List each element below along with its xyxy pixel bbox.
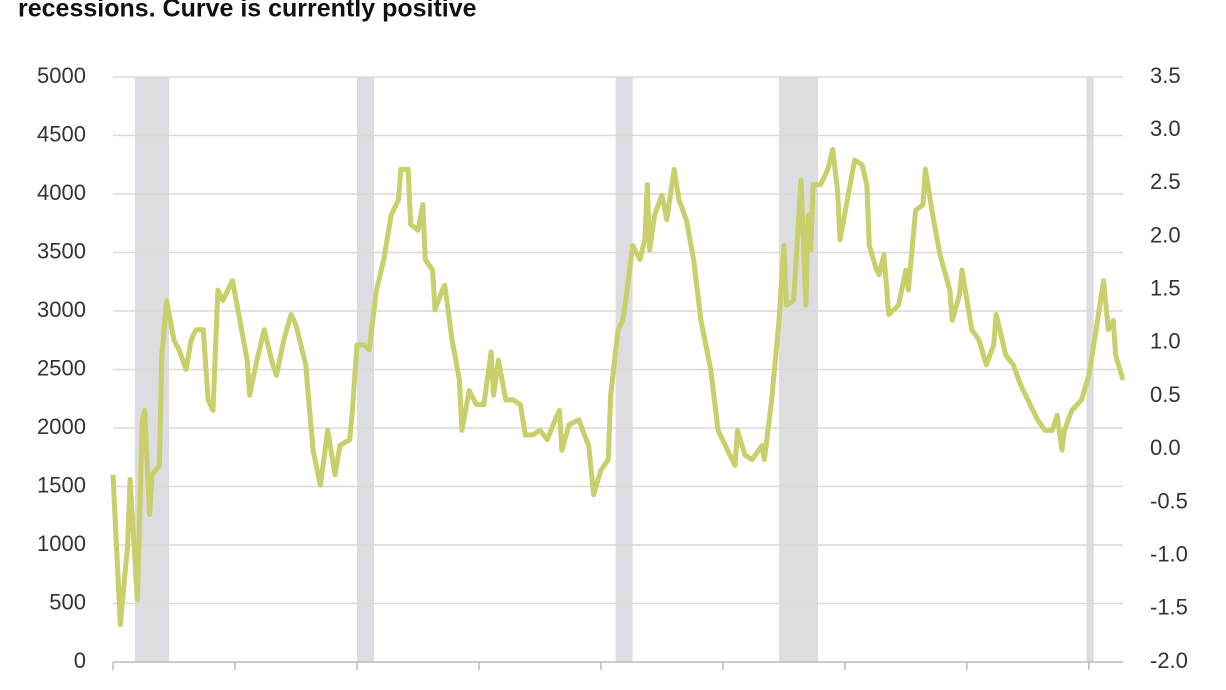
y-tick-label: 5000 xyxy=(37,63,86,88)
x-tick-label: 1995 xyxy=(454,686,503,690)
y-tick-label: 2500 xyxy=(37,355,86,380)
y2-tick-label: -2.0 xyxy=(1150,648,1188,673)
y2-tick-label: 3.0 xyxy=(1150,116,1181,141)
x-tick-label: 2000 xyxy=(576,686,625,690)
y2-tick-label: 2.5 xyxy=(1150,169,1181,194)
x-tick-label: 1990 xyxy=(332,686,381,690)
x-tick-label: 1980 xyxy=(89,686,138,690)
chart-title: recessions. Curve is currently positive xyxy=(18,0,477,23)
y2-tick-label: 1.5 xyxy=(1150,276,1181,301)
y2-tick-label: 0.5 xyxy=(1150,382,1181,407)
y2-tick-label: 1.0 xyxy=(1150,329,1181,354)
x-tick-label: 2020 xyxy=(1064,686,1113,690)
y2-tick-label: 3.5 xyxy=(1150,63,1181,88)
y2-tick-label: -0.5 xyxy=(1150,488,1188,513)
x-tick-label: 1985 xyxy=(211,686,260,690)
y-tick-label: 2000 xyxy=(37,414,86,439)
y-tick-label: 0 xyxy=(74,648,86,673)
x-tick-label: 2010 xyxy=(820,686,869,690)
y-tick-label: 3500 xyxy=(37,238,86,263)
y-tick-label: 1500 xyxy=(37,472,86,497)
y-tick-label: 3000 xyxy=(37,297,86,322)
y2-tick-label: -1.5 xyxy=(1150,595,1188,620)
x-tick-label: 2015 xyxy=(942,686,991,690)
y-tick-label: 500 xyxy=(49,589,86,614)
y-tick-label: 1000 xyxy=(37,531,86,556)
x-tick-label: 2005 xyxy=(698,686,747,690)
y2-tick-label: 2.0 xyxy=(1150,222,1181,247)
data-line xyxy=(110,147,1126,628)
y-tick-label: 4500 xyxy=(37,121,86,146)
y2-tick-label: 0.0 xyxy=(1150,435,1181,460)
y2-tick-label: -1.0 xyxy=(1150,541,1188,566)
y-tick-label: 4000 xyxy=(37,180,86,205)
